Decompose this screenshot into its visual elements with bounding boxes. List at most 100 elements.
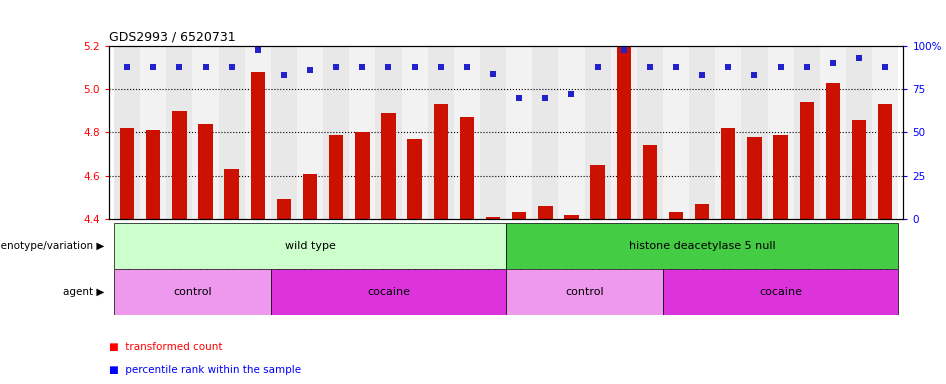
Bar (611, 46, 637, 219)
Bar (355, 132, 370, 219)
Point (433, 64, 448, 70)
Point (799, 64, 815, 70)
Point (485, 71, 500, 77)
Text: genotype/variation ▶: genotype/variation ▶ (0, 241, 104, 251)
Bar (878, 104, 892, 219)
Bar (506, 223, 898, 269)
Point (119, 64, 134, 70)
Bar (219, 46, 245, 219)
Point (198, 64, 213, 70)
Bar (820, 46, 846, 219)
Bar (433, 104, 448, 219)
Bar (166, 46, 192, 219)
Point (303, 67, 318, 73)
Bar (454, 46, 480, 219)
Bar (846, 46, 872, 219)
Bar (637, 46, 663, 219)
Point (721, 64, 736, 70)
Text: agent ▶: agent ▶ (62, 287, 104, 297)
Point (407, 64, 422, 70)
Bar (663, 269, 898, 315)
Bar (747, 137, 762, 219)
Point (146, 64, 161, 70)
Point (512, 95, 527, 101)
Bar (349, 46, 376, 219)
Bar (486, 217, 500, 219)
Bar (271, 269, 506, 315)
Bar (376, 46, 401, 219)
Bar (742, 46, 767, 219)
Text: wild type: wild type (285, 241, 336, 251)
Point (851, 55, 867, 61)
Bar (663, 46, 689, 219)
Bar (774, 135, 788, 219)
Point (564, 91, 579, 98)
Point (669, 64, 684, 70)
Bar (460, 118, 474, 219)
Bar (324, 46, 349, 219)
Point (694, 73, 710, 79)
Bar (558, 46, 585, 219)
Bar (114, 46, 140, 219)
Bar (767, 46, 794, 219)
Bar (140, 46, 166, 219)
Bar (480, 46, 506, 219)
Point (381, 64, 396, 70)
Text: ■  percentile rank within the sample: ■ percentile rank within the sample (109, 365, 301, 375)
Bar (381, 113, 395, 219)
Point (642, 64, 657, 70)
Bar (401, 46, 428, 219)
Point (747, 73, 762, 79)
Point (224, 64, 239, 70)
Bar (721, 128, 735, 219)
Bar (851, 119, 867, 219)
Point (276, 73, 291, 79)
Point (537, 95, 552, 101)
Point (616, 46, 631, 53)
Bar (329, 135, 343, 219)
Bar (642, 146, 657, 219)
Bar (695, 204, 710, 219)
Bar (120, 128, 134, 219)
Bar (538, 206, 552, 219)
Text: control: control (173, 287, 212, 297)
Bar (408, 139, 422, 219)
Bar (251, 72, 265, 219)
Bar (114, 223, 506, 269)
Point (355, 64, 370, 70)
Text: cocaine: cocaine (367, 287, 410, 297)
Bar (564, 215, 579, 219)
Point (172, 64, 187, 70)
Bar (428, 46, 454, 219)
Point (590, 64, 605, 70)
Bar (303, 174, 317, 219)
Bar (277, 199, 291, 219)
Text: histone deacetylase 5 null: histone deacetylase 5 null (629, 241, 776, 251)
Bar (533, 46, 558, 219)
Bar (799, 102, 814, 219)
Bar (199, 124, 213, 219)
Bar (617, 46, 631, 219)
Bar (826, 83, 840, 219)
Bar (192, 46, 219, 219)
Point (825, 60, 840, 66)
Bar (669, 212, 683, 219)
Bar (224, 169, 238, 219)
Point (460, 64, 475, 70)
Text: ■  transformed count: ■ transformed count (109, 342, 222, 352)
Bar (794, 46, 820, 219)
Text: GDS2993 / 6520731: GDS2993 / 6520731 (109, 30, 236, 43)
Point (250, 46, 265, 53)
Point (328, 64, 343, 70)
Point (878, 64, 893, 70)
Text: cocaine: cocaine (759, 287, 802, 297)
Point (773, 64, 788, 70)
Bar (585, 46, 611, 219)
Bar (872, 46, 898, 219)
Bar (715, 46, 742, 219)
Text: control: control (565, 287, 604, 297)
Bar (172, 111, 186, 219)
Bar (506, 46, 533, 219)
Bar (114, 269, 271, 315)
Bar (506, 269, 663, 315)
